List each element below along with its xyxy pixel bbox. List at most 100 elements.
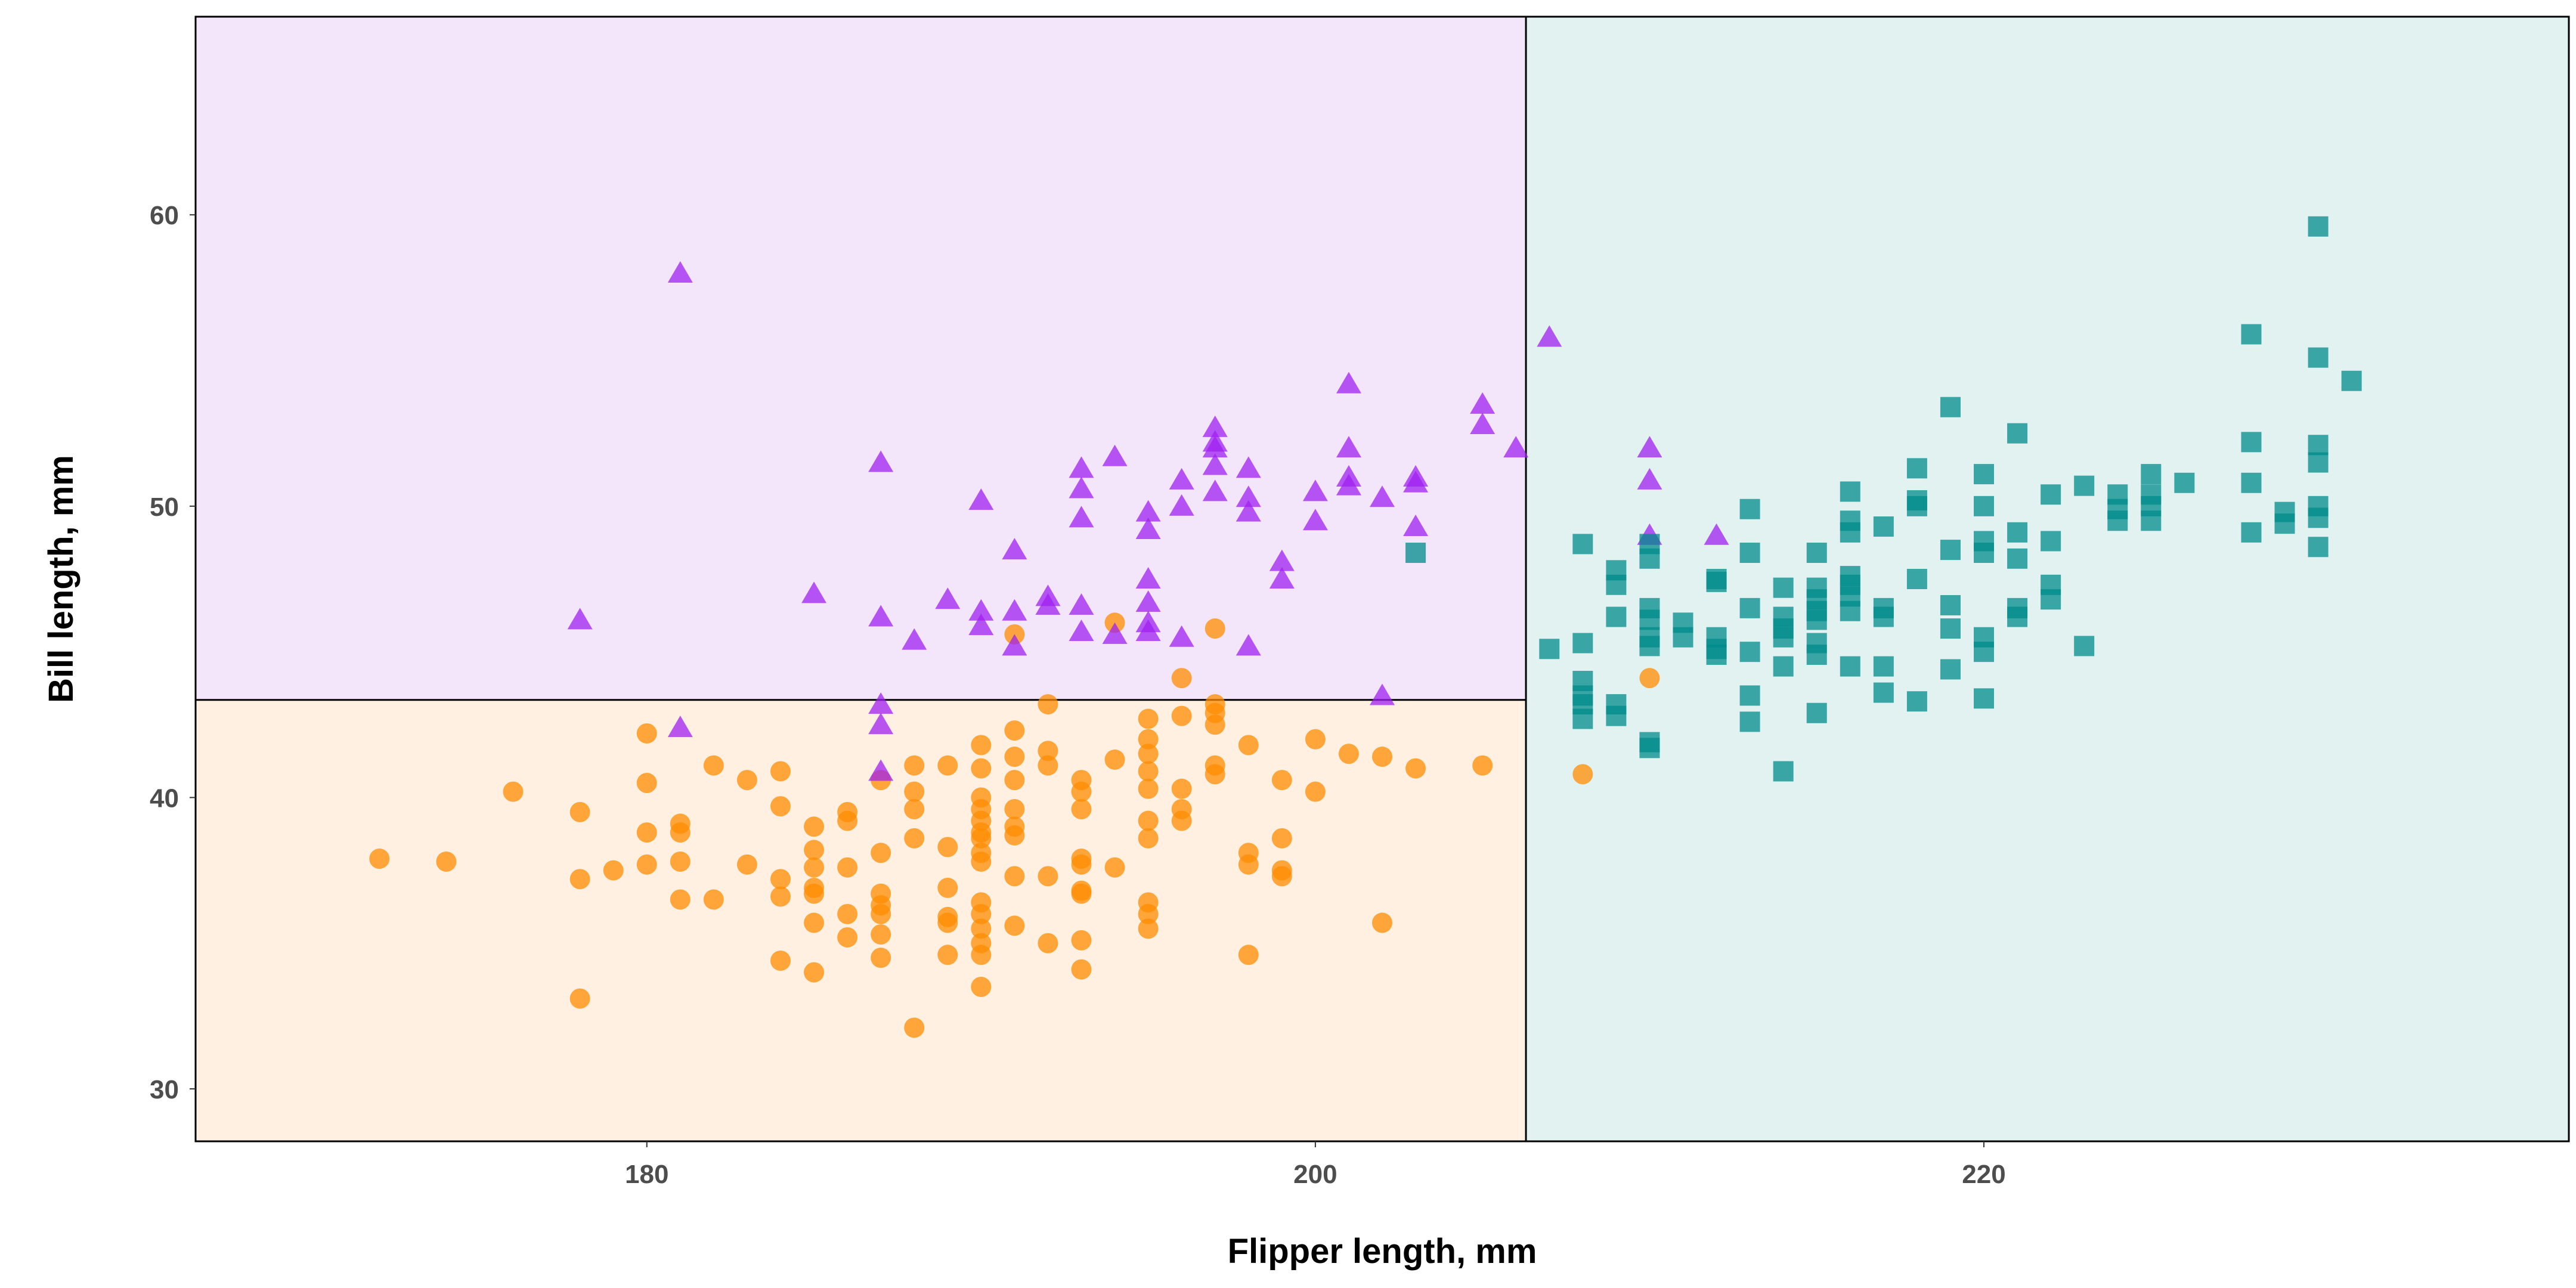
data-point-circle bbox=[1171, 778, 1192, 799]
data-point-circle bbox=[1071, 959, 1092, 980]
data-point-triangle bbox=[1069, 593, 1094, 615]
data-point-circle bbox=[837, 810, 858, 831]
data-point-circle bbox=[1004, 798, 1025, 819]
data-point-triangle bbox=[1370, 485, 1395, 507]
data-point-triangle bbox=[1470, 413, 1496, 435]
data-point-square bbox=[1840, 600, 1860, 621]
data-point-square bbox=[2241, 522, 2262, 543]
data-point-circle bbox=[770, 761, 791, 782]
data-point-circle bbox=[904, 781, 925, 802]
data-point-circle bbox=[1639, 668, 1660, 689]
data-point-square bbox=[2241, 324, 2262, 345]
data-point-square bbox=[1606, 574, 1627, 595]
data-point-circle bbox=[636, 822, 657, 843]
x-tick-label: 180 bbox=[625, 1160, 668, 1189]
data-point-circle bbox=[1138, 903, 1159, 924]
data-point-circle bbox=[1171, 668, 1192, 689]
data-point-circle bbox=[1338, 744, 1359, 764]
data-point-circle bbox=[937, 945, 958, 965]
data-point-triangle bbox=[1637, 436, 1662, 458]
data-point-triangle bbox=[1336, 436, 1361, 458]
data-point-square bbox=[1873, 682, 1894, 703]
data-point-circle bbox=[670, 822, 691, 843]
data-point-circle bbox=[904, 828, 925, 849]
data-point-square bbox=[1906, 691, 1927, 712]
data-point-circle bbox=[1004, 720, 1025, 741]
data-point-circle bbox=[804, 857, 825, 878]
data-point-circle bbox=[1071, 798, 1092, 819]
data-point-triangle bbox=[1102, 444, 1128, 466]
x-axis-ticks: 180 200 220 bbox=[625, 1141, 2006, 1189]
data-point-circle bbox=[1138, 828, 1159, 849]
data-point-square bbox=[1873, 656, 1894, 677]
data-point-square bbox=[1940, 659, 1961, 680]
data-point-circle bbox=[369, 849, 390, 869]
data-point-circle bbox=[1138, 778, 1159, 799]
data-point-circle bbox=[837, 857, 858, 878]
data-point-circle bbox=[1038, 694, 1058, 715]
data-point-square bbox=[1974, 464, 1995, 485]
data-point-circle bbox=[1205, 618, 1225, 639]
data-point-square bbox=[1940, 397, 1961, 417]
data-point-circle bbox=[770, 950, 791, 971]
data-point-triangle bbox=[1069, 456, 1094, 478]
data-point-circle bbox=[1138, 918, 1159, 939]
data-point-circle bbox=[1038, 741, 1058, 761]
data-point-square bbox=[1572, 708, 1593, 729]
data-point-circle bbox=[804, 883, 825, 904]
data-point-circle bbox=[1205, 714, 1225, 735]
data-point-circle bbox=[1071, 883, 1092, 904]
data-point-triangle bbox=[868, 692, 894, 714]
data-point-triangle bbox=[1269, 549, 1295, 571]
data-point-circle bbox=[670, 889, 691, 910]
data-point-triangle bbox=[968, 488, 994, 510]
data-point-square bbox=[2308, 507, 2329, 528]
data-point-square bbox=[1773, 761, 1794, 782]
data-point-square bbox=[1974, 543, 1995, 564]
data-point-triangle bbox=[1135, 590, 1161, 612]
y-axis-ticks: 30 40 50 60 bbox=[150, 201, 196, 1104]
data-point-square bbox=[2308, 452, 2329, 473]
data-point-triangle bbox=[1202, 453, 1228, 475]
data-point-circle bbox=[837, 903, 858, 924]
data-point-square bbox=[1739, 597, 1760, 618]
data-point-triangle bbox=[868, 759, 894, 781]
data-point-circle bbox=[1038, 933, 1058, 953]
data-point-circle bbox=[871, 903, 891, 924]
data-point-triangle bbox=[1302, 479, 1328, 501]
data-point-circle bbox=[569, 869, 590, 890]
data-point-square bbox=[1539, 639, 1560, 660]
data-point-circle bbox=[1238, 854, 1259, 875]
data-point-circle bbox=[636, 723, 657, 744]
data-point-circle bbox=[770, 796, 791, 817]
data-point-square bbox=[2141, 510, 2162, 531]
data-point-triangle bbox=[1102, 622, 1128, 644]
data-point-circle bbox=[1305, 781, 1326, 802]
data-point-circle bbox=[937, 877, 958, 898]
data-point-triangle bbox=[1135, 517, 1161, 539]
data-point-triangle bbox=[968, 599, 994, 621]
data-point-circle bbox=[1305, 729, 1326, 750]
data-point-circle bbox=[1038, 866, 1058, 887]
data-point-triangle bbox=[1236, 456, 1261, 478]
data-point-square bbox=[1873, 516, 1894, 537]
data-point-triangle bbox=[1302, 509, 1328, 531]
data-point-triangle bbox=[1537, 325, 1562, 347]
decision-region-2 bbox=[196, 699, 1527, 1141]
data-point-triangle bbox=[1704, 523, 1729, 545]
data-point-triangle bbox=[1069, 476, 1094, 499]
data-point-circle bbox=[1004, 866, 1025, 887]
data-point-circle bbox=[770, 869, 791, 890]
data-point-circle bbox=[736, 854, 757, 875]
data-point-triangle bbox=[935, 587, 961, 609]
data-point-square bbox=[1739, 685, 1760, 706]
data-point-triangle bbox=[1470, 392, 1496, 414]
data-point-square bbox=[2074, 475, 2095, 496]
data-point-circle bbox=[1472, 755, 1493, 776]
data-point-triangle bbox=[968, 614, 994, 636]
data-point-triangle bbox=[1002, 538, 1027, 560]
data-point-square bbox=[1606, 606, 1627, 627]
data-point-square bbox=[1974, 642, 1995, 662]
data-point-circle bbox=[1271, 866, 1292, 887]
data-point-square bbox=[1806, 702, 1827, 723]
